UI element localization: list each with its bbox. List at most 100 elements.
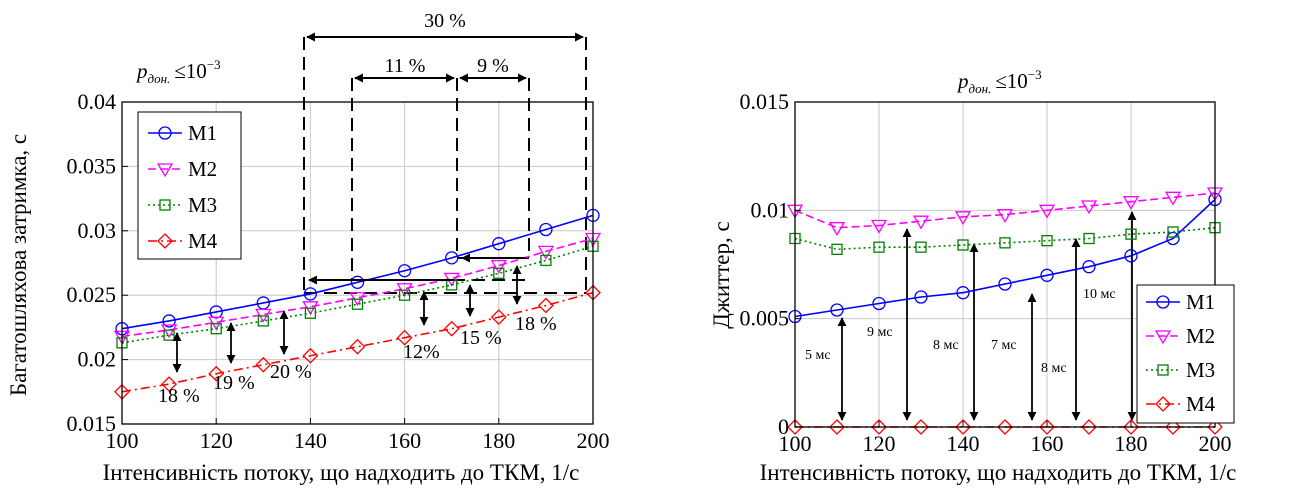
data-point-triangle-down-1 [828, 222, 846, 236]
data-point-circle-6 [397, 264, 412, 278]
legend-marker [156, 163, 174, 178]
data-point-triangle-down-9 [1164, 191, 1182, 206]
range-arrows [306, 32, 584, 83]
data-point-circle-1 [162, 314, 176, 328]
data-point-square-6 [1041, 235, 1053, 247]
x-tick-label: 200 [1199, 431, 1232, 456]
plot-frame [794, 101, 1216, 428]
y-tick-label: 0.015 [67, 411, 117, 436]
data-point-diamond-9 [1165, 419, 1181, 435]
x-tick-label: 180 [482, 428, 515, 453]
data-point-triangle-down-2 [870, 219, 888, 234]
data-point-diamond-9 [537, 297, 554, 314]
data-point-square-2 [210, 323, 222, 335]
data-point-circle-7 [1082, 260, 1096, 274]
y-tick-label: 0.03 [78, 218, 117, 243]
data-point-square-9 [1167, 226, 1179, 238]
data-point-triangle-down-8 [490, 259, 507, 274]
data-point-square-3 [257, 315, 269, 327]
series-line-M1 [794, 198, 1216, 318]
gap-label: 18 % [515, 313, 557, 335]
data-point-diamond-4 [955, 419, 971, 435]
data-point-diamond-1 [829, 419, 845, 435]
difference-label: 8 мс [933, 338, 959, 353]
data-point-triangle-down-1 [160, 324, 178, 339]
data-point-square-8 [493, 267, 505, 279]
y-tick-label: 0.01 [751, 197, 790, 222]
y-axis-label: Багатошляхова затримка, с [6, 134, 31, 396]
axes: 100 120 140 160 180 200 0 0.005 0.01 0.015 [740, 89, 1232, 456]
data-point-square-6 [398, 289, 411, 301]
data-point-circle-6 [1040, 268, 1054, 282]
comparison-arrows [308, 253, 526, 285]
data-point-triangle-down-4 [954, 211, 972, 226]
data-point-circle-9 [539, 222, 553, 237]
legend-marker [159, 199, 171, 211]
gap-label: 19 % [213, 372, 255, 394]
data-point-circle-2 [872, 296, 886, 311]
data-point-diamond-7 [443, 320, 460, 337]
y-tick-label: 0.025 [67, 282, 117, 307]
data-point-square-1 [831, 243, 843, 255]
data-point-circle-3 [914, 290, 928, 304]
data-point-circle-4 [303, 287, 318, 301]
data-point-circle-5 [998, 277, 1012, 291]
legend-label: M4 [188, 229, 218, 253]
data-point-diamond-6 [396, 329, 413, 346]
data-point-diamond-2 [871, 419, 887, 435]
data-point-triangle-down-8 [1122, 196, 1140, 210]
y-tick-label: 0 [778, 414, 789, 439]
data-point-diamond-4 [302, 347, 319, 364]
series-M1 [115, 208, 600, 336]
data-point-triangle-down-9 [537, 245, 555, 260]
x-tick-label: 160 [1031, 431, 1064, 456]
data-point-triangle-down-6 [1038, 204, 1056, 219]
delay-chart: 100 120 140 160 180 200 0.015 0.02 0.025 0.03 0.03… [6, 10, 610, 485]
legend-marker [1154, 330, 1172, 345]
legend-entry-M1: M1 [148, 121, 217, 145]
legend-marker [1155, 396, 1171, 412]
data-point-diamond-5 [997, 419, 1013, 435]
legend-label: M1 [188, 121, 217, 145]
legend-marker [1156, 295, 1170, 309]
difference-label: 7 мс [991, 338, 1017, 353]
data-point-diamond-8 [490, 309, 507, 326]
x-tick-label: 120 [863, 431, 896, 456]
legend-marker [1157, 364, 1169, 376]
data-point-square-3 [915, 241, 927, 253]
legend-marker [158, 126, 172, 140]
legend-entry-M2: M2 [148, 157, 217, 181]
data-point-circle-8 [1124, 249, 1138, 263]
data-point-square-8 [1125, 228, 1137, 240]
data-point-square-5 [999, 237, 1011, 249]
difference-label: 10 мс [1083, 287, 1116, 302]
data-point-triangle-down-3 [912, 215, 930, 230]
data-point-diamond-3 [913, 419, 929, 435]
y-tick-label: 0.035 [67, 153, 117, 178]
data-point-diamond-8 [1123, 419, 1139, 435]
data-point-circle-5 [350, 275, 365, 289]
legend-entry-M3: M3 [148, 193, 217, 217]
data-point-diamond-6 [1039, 419, 1055, 435]
legend-marker [157, 233, 173, 249]
legend-label: M2 [188, 157, 217, 181]
y-axis-label: Джиттер, с [709, 221, 734, 328]
data-point-circle-9 [1166, 231, 1180, 246]
y-tick-label: 0.015 [740, 89, 790, 114]
series-line-M2 [121, 237, 594, 338]
difference-label: 8 мс [1041, 361, 1067, 376]
gap-label: 20 % [270, 361, 312, 383]
data-point-circle-1 [830, 303, 844, 317]
y-tick-label: 0.02 [78, 347, 117, 372]
legend-box [137, 111, 242, 260]
data-point-diamond-1 [161, 376, 178, 392]
legend-box [1136, 284, 1235, 424]
difference-label: 9 мс [867, 325, 893, 340]
data-point-triangle-down-5 [996, 209, 1014, 223]
series-line-M1 [121, 214, 594, 330]
x-tick-label: 140 [294, 428, 327, 453]
range-label-11: 11 % [385, 55, 426, 77]
gap-label: 15 % [460, 327, 502, 349]
condition-label: pдон. ≤10−3 [956, 67, 1042, 96]
